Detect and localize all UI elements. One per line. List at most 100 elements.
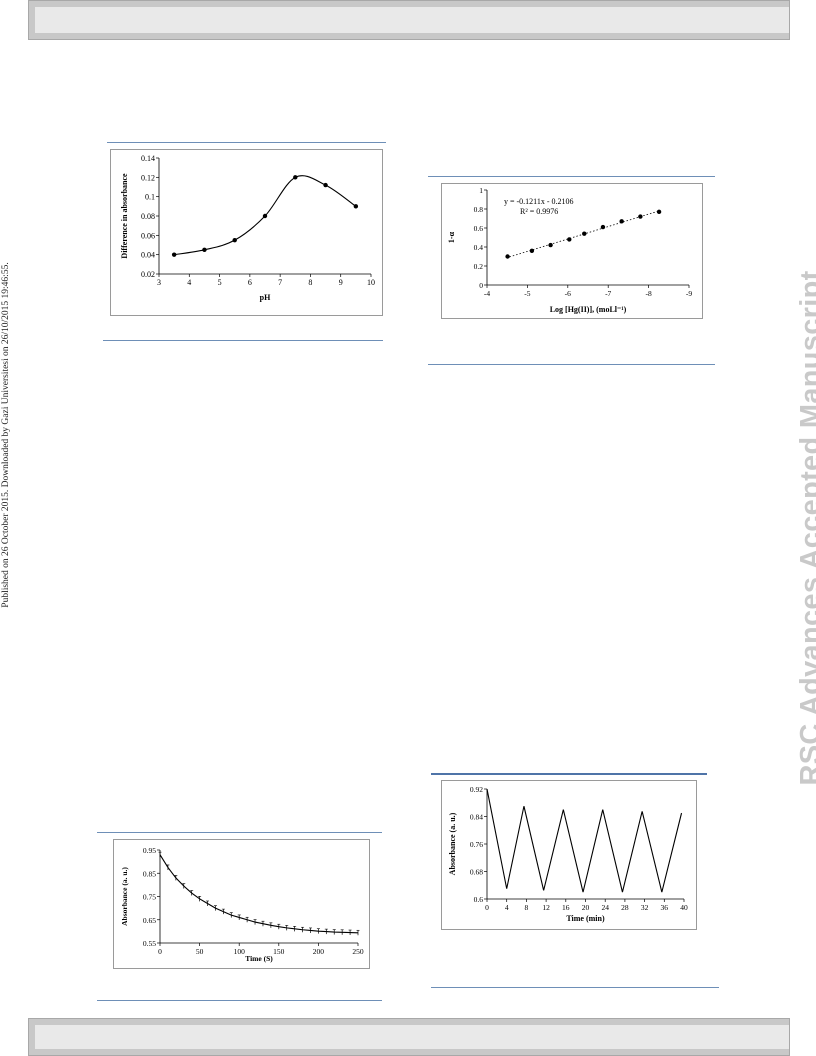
y-tick-label: 1 — [479, 186, 483, 195]
figure-rule — [97, 1000, 382, 1001]
x-tick-label: 8 — [525, 903, 529, 912]
y-tick-label: 0.85 — [143, 869, 156, 878]
x-tick-label: 7 — [278, 278, 282, 287]
y-tick-label: 0.95 — [143, 846, 156, 855]
x-tick-label: 24 — [601, 903, 609, 912]
data-point — [548, 242, 553, 248]
y-axis-label: Difference in absorbance — [120, 173, 129, 259]
data-point — [529, 248, 535, 253]
data-point — [353, 204, 359, 209]
x-tick-label: -5 — [524, 289, 530, 298]
figure-response-time: 0 50 100 150 200 250 0.55 0.65 0.75 0.85 0.95 Time … — [113, 839, 370, 969]
data-point — [202, 247, 207, 253]
y-axis-label: Absorbance (a. u.) — [120, 867, 129, 926]
y-axis-label: 1-α — [447, 231, 456, 243]
y-tick-label: 0.8 — [474, 205, 484, 214]
y-tick-label: 0.14 — [141, 154, 155, 163]
x-tick-label: 4 — [187, 278, 191, 287]
series-line — [486, 788, 683, 893]
x-tick-label: 32 — [641, 903, 649, 912]
y-tick-label: 0.02 — [141, 270, 155, 279]
x-tick-label: 12 — [542, 903, 550, 912]
x-tick-label: 40 — [680, 903, 688, 912]
data-point — [323, 182, 328, 188]
x-tick-label: 3 — [157, 278, 161, 287]
figure-ph-effect: 3 4 5 6 7 8 9 10 0.02 0.04 0.06 0.08 0.1 0.12 0.14 pH Di… — [110, 149, 383, 316]
chart-calibration: -4 -5 -6 -7 -8 -9 0 0.2 0.4 0.6 0.8 1 Log [Hg(II)], … — [447, 186, 692, 314]
x-tick-label: 28 — [621, 903, 629, 912]
x-tick-label: 4 — [505, 903, 509, 912]
x-tick-label: 150 — [273, 947, 285, 956]
x-tick-label: 200 — [313, 947, 325, 956]
x-tick-label: -6 — [565, 289, 571, 298]
watermark: RSC Advances Accepted Manuscript — [795, 270, 816, 786]
data-point — [582, 231, 587, 236]
y-tick-label: 0.08 — [141, 212, 155, 221]
publication-note: Published on 26 October 2015. Downloaded… — [1, 262, 11, 608]
figure-rule — [103, 340, 383, 341]
figure-reversibility: 0 4 8 12 16 20 24 28 32 36 40 0.6 0.68 0.76 0.84 0.92 Ti… — [441, 780, 697, 930]
y-tick-label: 0.4 — [474, 243, 484, 252]
data-point — [567, 237, 572, 242]
x-tick-label: 0 — [158, 947, 162, 956]
x-tick-label: 10 — [367, 278, 375, 287]
figure-rule — [107, 142, 386, 143]
x-axis-label: Time (min) — [566, 914, 605, 923]
x-axis-label: Time (S) — [245, 954, 273, 963]
y-tick-label: 0.68 — [470, 868, 483, 877]
data-point — [232, 237, 237, 243]
chart-ph-effect: 3 4 5 6 7 8 9 10 0.02 0.04 0.06 0.08 0.1 0.12 0.14 pH Di… — [120, 154, 375, 302]
data-point — [171, 252, 177, 257]
figure-rule — [428, 364, 715, 365]
figure-calibration: -4 -5 -6 -7 -8 -9 0 0.2 0.4 0.6 0.8 1 Log [Hg(II)], … — [441, 183, 703, 319]
y-tick-label: 0.92 — [470, 785, 483, 794]
x-axis-label: Log [Hg(II)], (moLl⁻¹) — [550, 305, 627, 314]
y-tick-label: 0.2 — [474, 262, 484, 271]
y-tick-label: 0.12 — [141, 173, 155, 182]
x-tick-label: 20 — [582, 903, 590, 912]
data-point — [638, 214, 643, 219]
x-tick-label: -8 — [645, 289, 651, 298]
footer-bar — [28, 1018, 790, 1056]
x-tick-label: 100 — [234, 947, 246, 956]
x-tick-label: 50 — [196, 947, 204, 956]
x-tick-label: -7 — [605, 289, 611, 298]
y-tick-label: 0.6 — [474, 895, 484, 904]
data-point — [262, 213, 268, 219]
data-point — [619, 219, 624, 224]
x-tick-label: 16 — [562, 903, 570, 912]
x-tick-label: -9 — [686, 289, 692, 298]
x-tick-label: -4 — [484, 289, 490, 298]
y-tick-label: 0.1 — [145, 193, 155, 202]
y-tick-label: 0.76 — [470, 840, 483, 849]
figure-rule — [428, 176, 715, 177]
y-tick-label: 0.84 — [470, 813, 483, 822]
y-tick-label: 0.65 — [143, 916, 156, 925]
equation-annotation: R² = 0.9976 — [520, 207, 558, 216]
y-tick-label: 0.75 — [143, 893, 156, 902]
figure-rule — [431, 987, 719, 988]
y-axis-label: Absorbance (a. u.) — [448, 812, 457, 875]
y-tick-label: 0 — [479, 281, 483, 290]
data-point — [505, 254, 510, 259]
y-tick-label: 0.06 — [141, 231, 155, 240]
x-axis-label: pH — [260, 293, 271, 302]
x-tick-label: 36 — [661, 903, 669, 912]
x-tick-label: 9 — [339, 278, 343, 287]
x-tick-label: 250 — [352, 947, 364, 956]
y-tick-label: 0.55 — [143, 939, 156, 948]
data-point — [293, 175, 298, 180]
x-tick-label: 8 — [308, 278, 312, 287]
figure-rule — [431, 773, 707, 775]
chart-response-time: 0 50 100 150 200 250 0.55 0.65 0.75 0.85 0.95 Time … — [120, 846, 364, 963]
x-tick-label: 0 — [485, 903, 489, 912]
chart-reversibility: 0 4 8 12 16 20 24 28 32 36 40 0.6 0.68 0.76 0.84 0.92 Ti… — [448, 785, 688, 923]
x-tick-label: 5 — [218, 278, 222, 287]
y-tick-label: 0.04 — [141, 251, 155, 260]
series-line — [159, 854, 359, 934]
equation-annotation: y = -0.1211x - 0.2106 — [504, 197, 574, 206]
y-tick-label: 0.6 — [474, 224, 484, 233]
header-bar — [28, 0, 790, 40]
x-tick-label: 6 — [248, 278, 252, 287]
figure-rule — [97, 832, 382, 833]
